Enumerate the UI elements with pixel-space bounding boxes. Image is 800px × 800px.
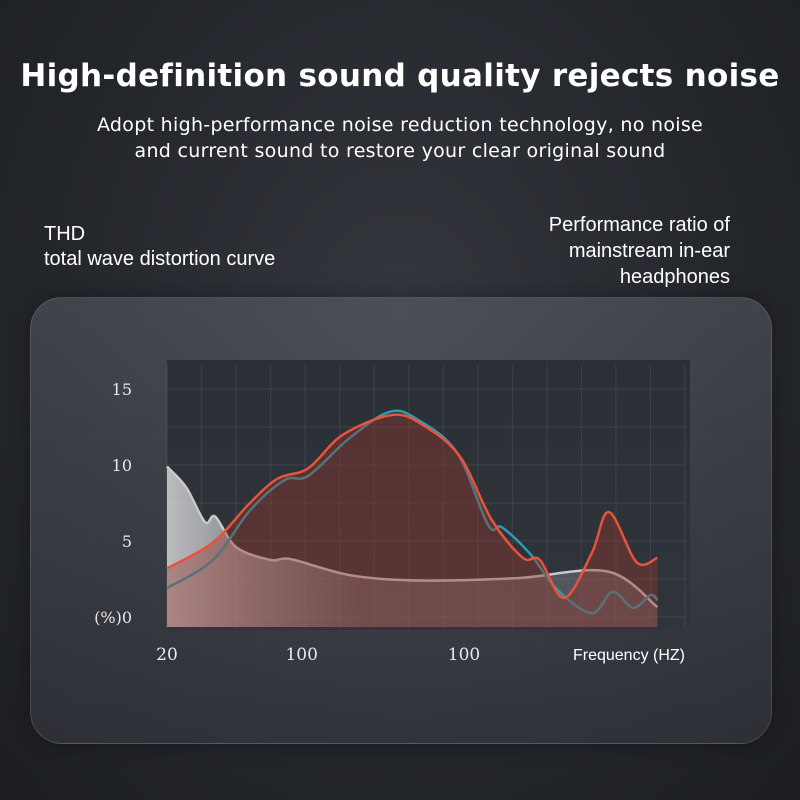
y-tick-label: 10 [112,456,132,475]
y-tick-label: (%)0 [94,608,132,627]
subtitle: Adopt high-performance noise reduction t… [0,112,800,164]
thd-label-line-1: THD [44,223,86,245]
y-tick-label: 5 [122,532,132,551]
x-tick-label: 100 [448,645,480,665]
gray-reference-curve-fill [167,466,658,627]
thd-label: THD total wave distortion curve [44,222,275,272]
comparison-label-line-2: mainstream in-ear [568,240,730,262]
comparison-label: Performance ratio of mainstream in-ear h… [470,212,730,290]
red-product-curve [166,413,658,600]
thd-label-line-2: total wave distortion curve [44,248,276,270]
subtitle-line-1: Adopt high-performance noise reduction t… [96,114,704,136]
x-tick-label: 100 [285,645,317,665]
y-tick-label: 15 [112,380,132,399]
page-title: High-definition sound quality rejects no… [20,58,780,94]
subtitle-line-2: and current sound to restore your clear … [134,140,666,162]
blue-competitor-curve [166,409,659,615]
red-product-curve-fill [167,414,658,627]
x-tick-label: 20 [156,645,178,665]
x-axis-label: Frequency (HZ) [573,647,685,664]
comparison-label-line-1: Performance ratio of [548,214,730,236]
comparison-label-line-3: headphones [619,266,730,288]
gray-reference-curve [166,465,659,609]
